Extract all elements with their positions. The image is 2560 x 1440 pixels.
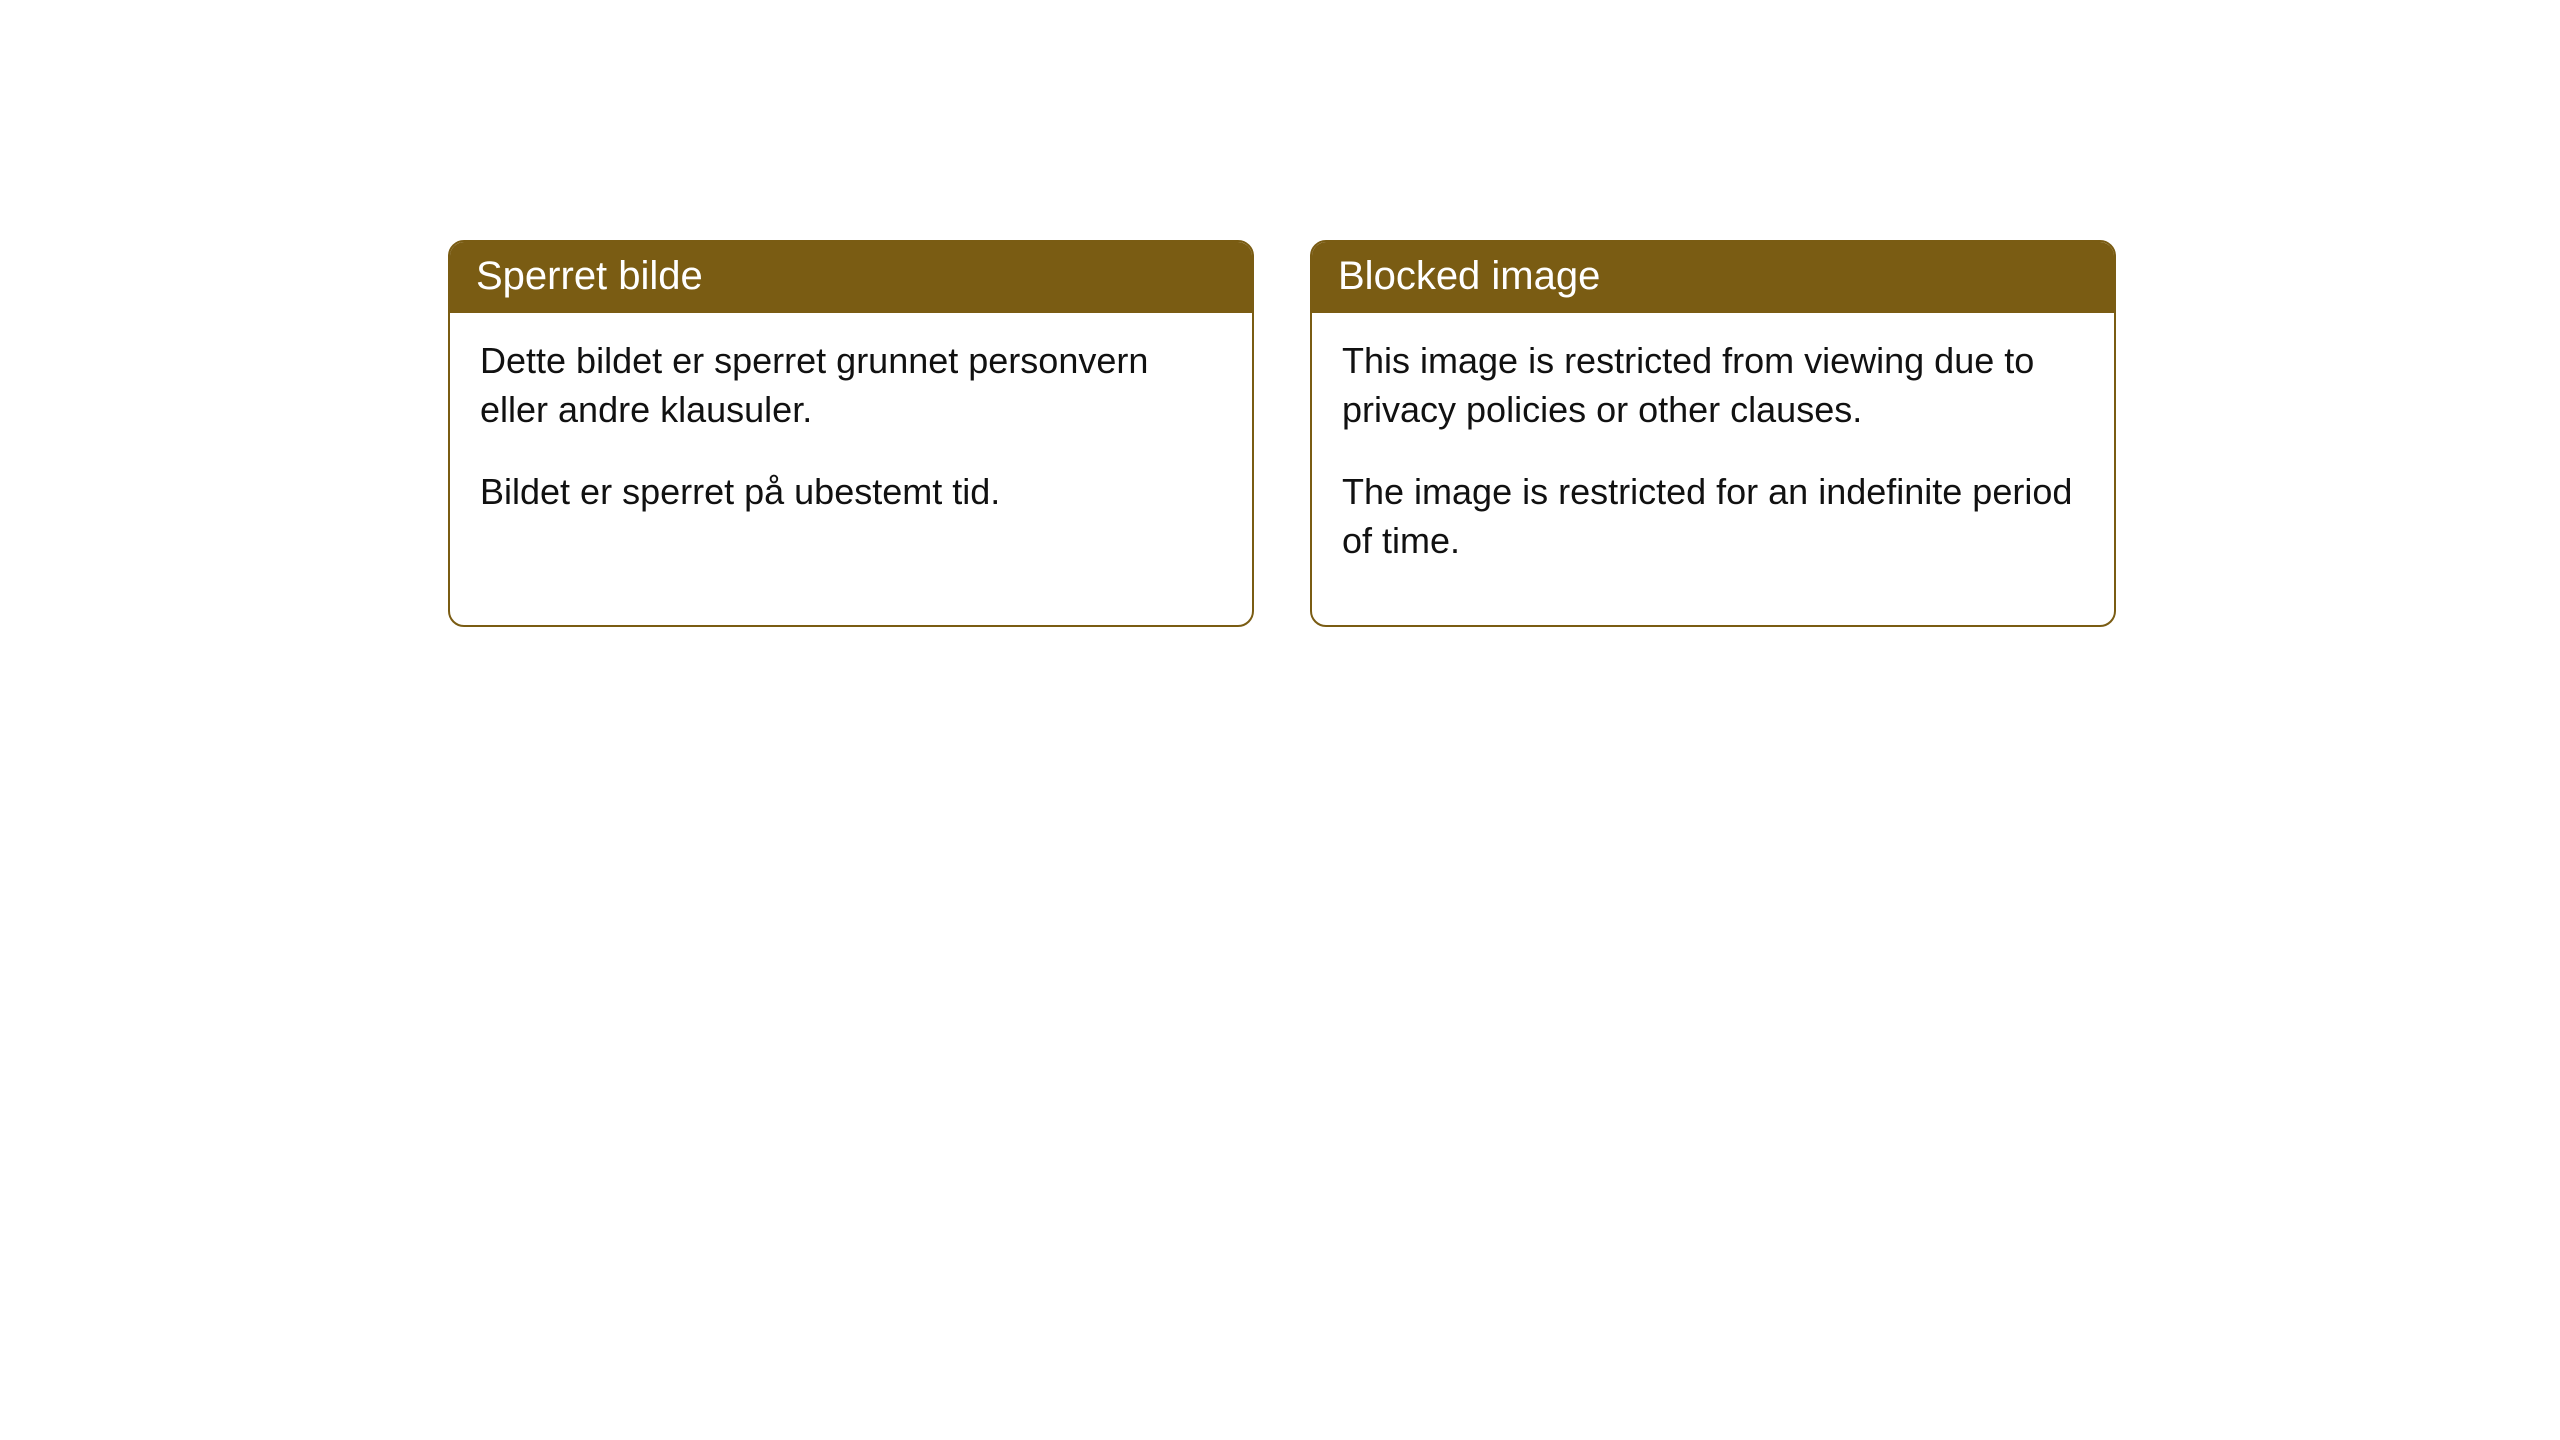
- card-body: This image is restricted from viewing du…: [1312, 313, 2114, 625]
- card-title: Blocked image: [1312, 242, 2114, 313]
- notice-paragraph: The image is restricted for an indefinit…: [1342, 468, 2084, 565]
- notice-cards-container: Sperret bilde Dette bildet er sperret gr…: [448, 240, 2560, 627]
- card-body: Dette bildet er sperret grunnet personve…: [450, 313, 1252, 577]
- notice-card-english: Blocked image This image is restricted f…: [1310, 240, 2116, 627]
- notice-card-norwegian: Sperret bilde Dette bildet er sperret gr…: [448, 240, 1254, 627]
- notice-paragraph: Dette bildet er sperret grunnet personve…: [480, 337, 1222, 434]
- card-title: Sperret bilde: [450, 242, 1252, 313]
- notice-paragraph: Bildet er sperret på ubestemt tid.: [480, 468, 1222, 517]
- notice-paragraph: This image is restricted from viewing du…: [1342, 337, 2084, 434]
